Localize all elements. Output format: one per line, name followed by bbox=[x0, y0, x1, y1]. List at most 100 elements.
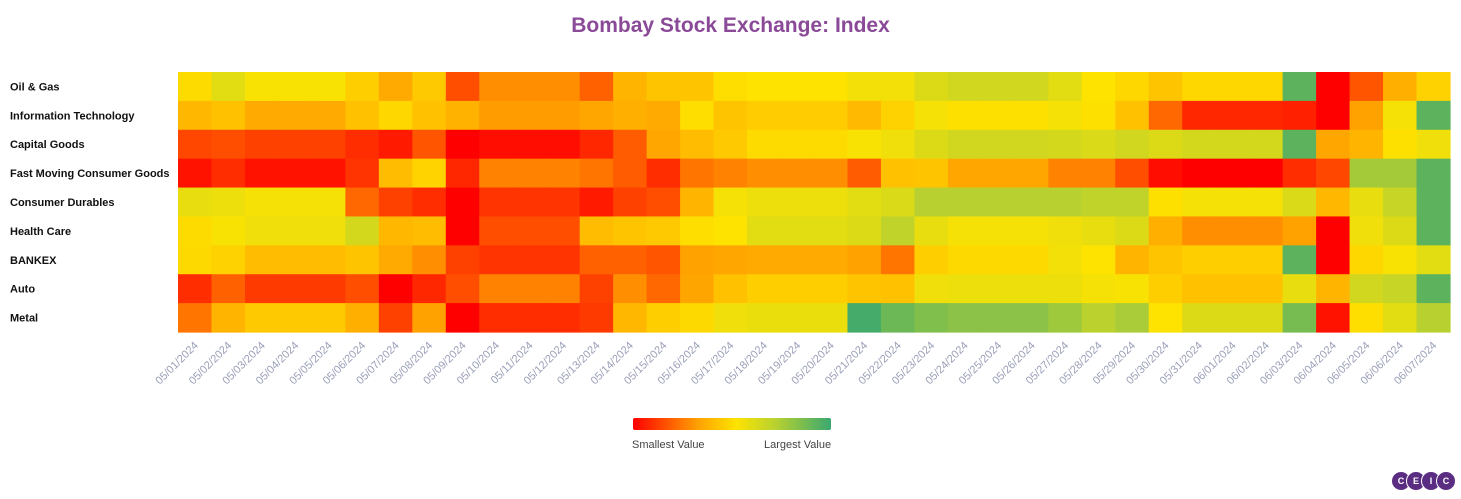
heatmap-cell bbox=[747, 72, 782, 102]
heatmap-cell bbox=[211, 216, 246, 246]
heatmap-cell bbox=[512, 303, 547, 333]
heatmap-cell bbox=[814, 274, 849, 304]
heatmap-cell bbox=[981, 72, 1016, 102]
heatmap-cell bbox=[512, 245, 547, 275]
heatmap-cell bbox=[814, 303, 849, 333]
heatmap-cell bbox=[1014, 216, 1049, 246]
heatmap-cell bbox=[1081, 187, 1116, 218]
heatmap-cell bbox=[1048, 303, 1083, 333]
heatmap-cell bbox=[680, 100, 715, 131]
heatmap-cell bbox=[780, 158, 815, 189]
heatmap-cell bbox=[345, 72, 380, 102]
heatmap-cell bbox=[445, 100, 480, 131]
heatmap-cell bbox=[1383, 274, 1418, 304]
legend-min-label: Smallest Value bbox=[632, 439, 705, 451]
heatmap-cell bbox=[1249, 100, 1284, 131]
heatmap-cell bbox=[747, 158, 782, 189]
heatmap-cell bbox=[546, 187, 581, 218]
heatmap-cell bbox=[479, 245, 514, 275]
heatmap-cell bbox=[546, 158, 581, 189]
heatmap-cell bbox=[1081, 303, 1116, 333]
heatmap-cell bbox=[1182, 274, 1217, 304]
heatmap-cell bbox=[613, 72, 648, 102]
heatmap-cell bbox=[211, 100, 246, 131]
heatmap-cell bbox=[1249, 303, 1284, 333]
heatmap-cell bbox=[1282, 187, 1317, 218]
heatmap-cell bbox=[345, 187, 380, 218]
heatmap-cell bbox=[1349, 274, 1384, 304]
heatmap-cell bbox=[1048, 100, 1083, 131]
heatmap-cell bbox=[211, 187, 246, 218]
heatmap-cell bbox=[680, 245, 715, 275]
heatmap-cell bbox=[1081, 216, 1116, 246]
heatmap-cell bbox=[412, 303, 447, 333]
heatmap-cell bbox=[1215, 158, 1250, 189]
heatmap-cell bbox=[579, 216, 614, 246]
heatmap-cell bbox=[378, 187, 413, 218]
heatmap-cell bbox=[646, 303, 681, 333]
heatmap-cell bbox=[211, 72, 246, 102]
heatmap-cell bbox=[1282, 216, 1317, 246]
heatmap-cell bbox=[1014, 100, 1049, 131]
heatmap-cell bbox=[981, 274, 1016, 304]
heatmap-cell bbox=[211, 129, 246, 160]
heatmap-cell bbox=[1215, 100, 1250, 131]
heatmap-cell bbox=[512, 187, 547, 218]
heatmap-cell bbox=[378, 245, 413, 275]
heatmap-cell bbox=[1148, 303, 1183, 333]
heatmap-cell bbox=[1148, 158, 1183, 189]
heatmap-cell bbox=[244, 216, 280, 246]
heatmap-cell bbox=[479, 216, 514, 246]
heatmap-cell bbox=[680, 129, 715, 160]
heatmap-cell bbox=[278, 72, 313, 102]
heatmap-cell bbox=[713, 187, 748, 218]
heatmap-cell bbox=[244, 72, 280, 102]
row-label: Fast Moving Consumer Goods bbox=[10, 168, 170, 180]
heatmap-cell bbox=[1182, 303, 1217, 333]
heatmap-cell bbox=[1383, 158, 1418, 189]
heatmap-cell bbox=[1115, 303, 1150, 333]
heatmap-cell bbox=[713, 274, 748, 304]
heatmap-cell bbox=[1416, 245, 1451, 275]
heatmap-cell bbox=[178, 245, 213, 275]
heatmap-cell bbox=[981, 303, 1016, 333]
heatmap-cell bbox=[880, 187, 916, 218]
heatmap-cell bbox=[1148, 72, 1183, 102]
color-legend-gradient bbox=[633, 418, 831, 430]
heatmap-cell bbox=[1249, 274, 1284, 304]
row-label: Consumer Durables bbox=[10, 197, 115, 209]
heatmap-cell bbox=[244, 274, 280, 304]
heatmap-cell bbox=[445, 72, 480, 102]
heatmap-cell bbox=[1148, 187, 1183, 218]
heatmap-cell bbox=[780, 274, 815, 304]
heatmap-cell bbox=[947, 245, 982, 275]
heatmap-cell bbox=[479, 187, 514, 218]
heatmap-cell bbox=[445, 158, 480, 189]
heatmap-cell bbox=[914, 187, 949, 218]
heatmap-cell bbox=[1383, 100, 1418, 131]
heatmap-cell bbox=[1014, 245, 1049, 275]
heatmap-cell bbox=[1249, 158, 1284, 189]
heatmap-cell bbox=[1081, 72, 1116, 102]
heatmap-cell bbox=[847, 216, 882, 246]
heatmap-cell bbox=[1316, 245, 1351, 275]
heatmap-cell bbox=[613, 158, 648, 189]
heatmap-cell bbox=[278, 129, 313, 160]
heatmap-cell bbox=[747, 245, 782, 275]
heatmap-cell bbox=[1048, 72, 1083, 102]
heatmap-cell bbox=[1115, 100, 1150, 131]
heatmap-cell bbox=[1316, 274, 1351, 304]
heatmap-cell bbox=[914, 100, 949, 131]
heatmap-cell bbox=[1316, 72, 1351, 102]
heatmap-cell bbox=[579, 100, 614, 131]
heatmap-cell bbox=[178, 303, 213, 333]
heatmap-cell bbox=[646, 274, 681, 304]
heatmap-cell bbox=[814, 158, 849, 189]
heatmap-cell bbox=[847, 274, 882, 304]
heatmap-cell bbox=[646, 245, 681, 275]
heatmap-cell bbox=[1416, 158, 1451, 189]
heatmap-cell bbox=[914, 216, 949, 246]
heatmap-cell bbox=[244, 129, 280, 160]
heatmap-cell bbox=[278, 100, 313, 131]
heatmap-cell bbox=[847, 303, 882, 333]
